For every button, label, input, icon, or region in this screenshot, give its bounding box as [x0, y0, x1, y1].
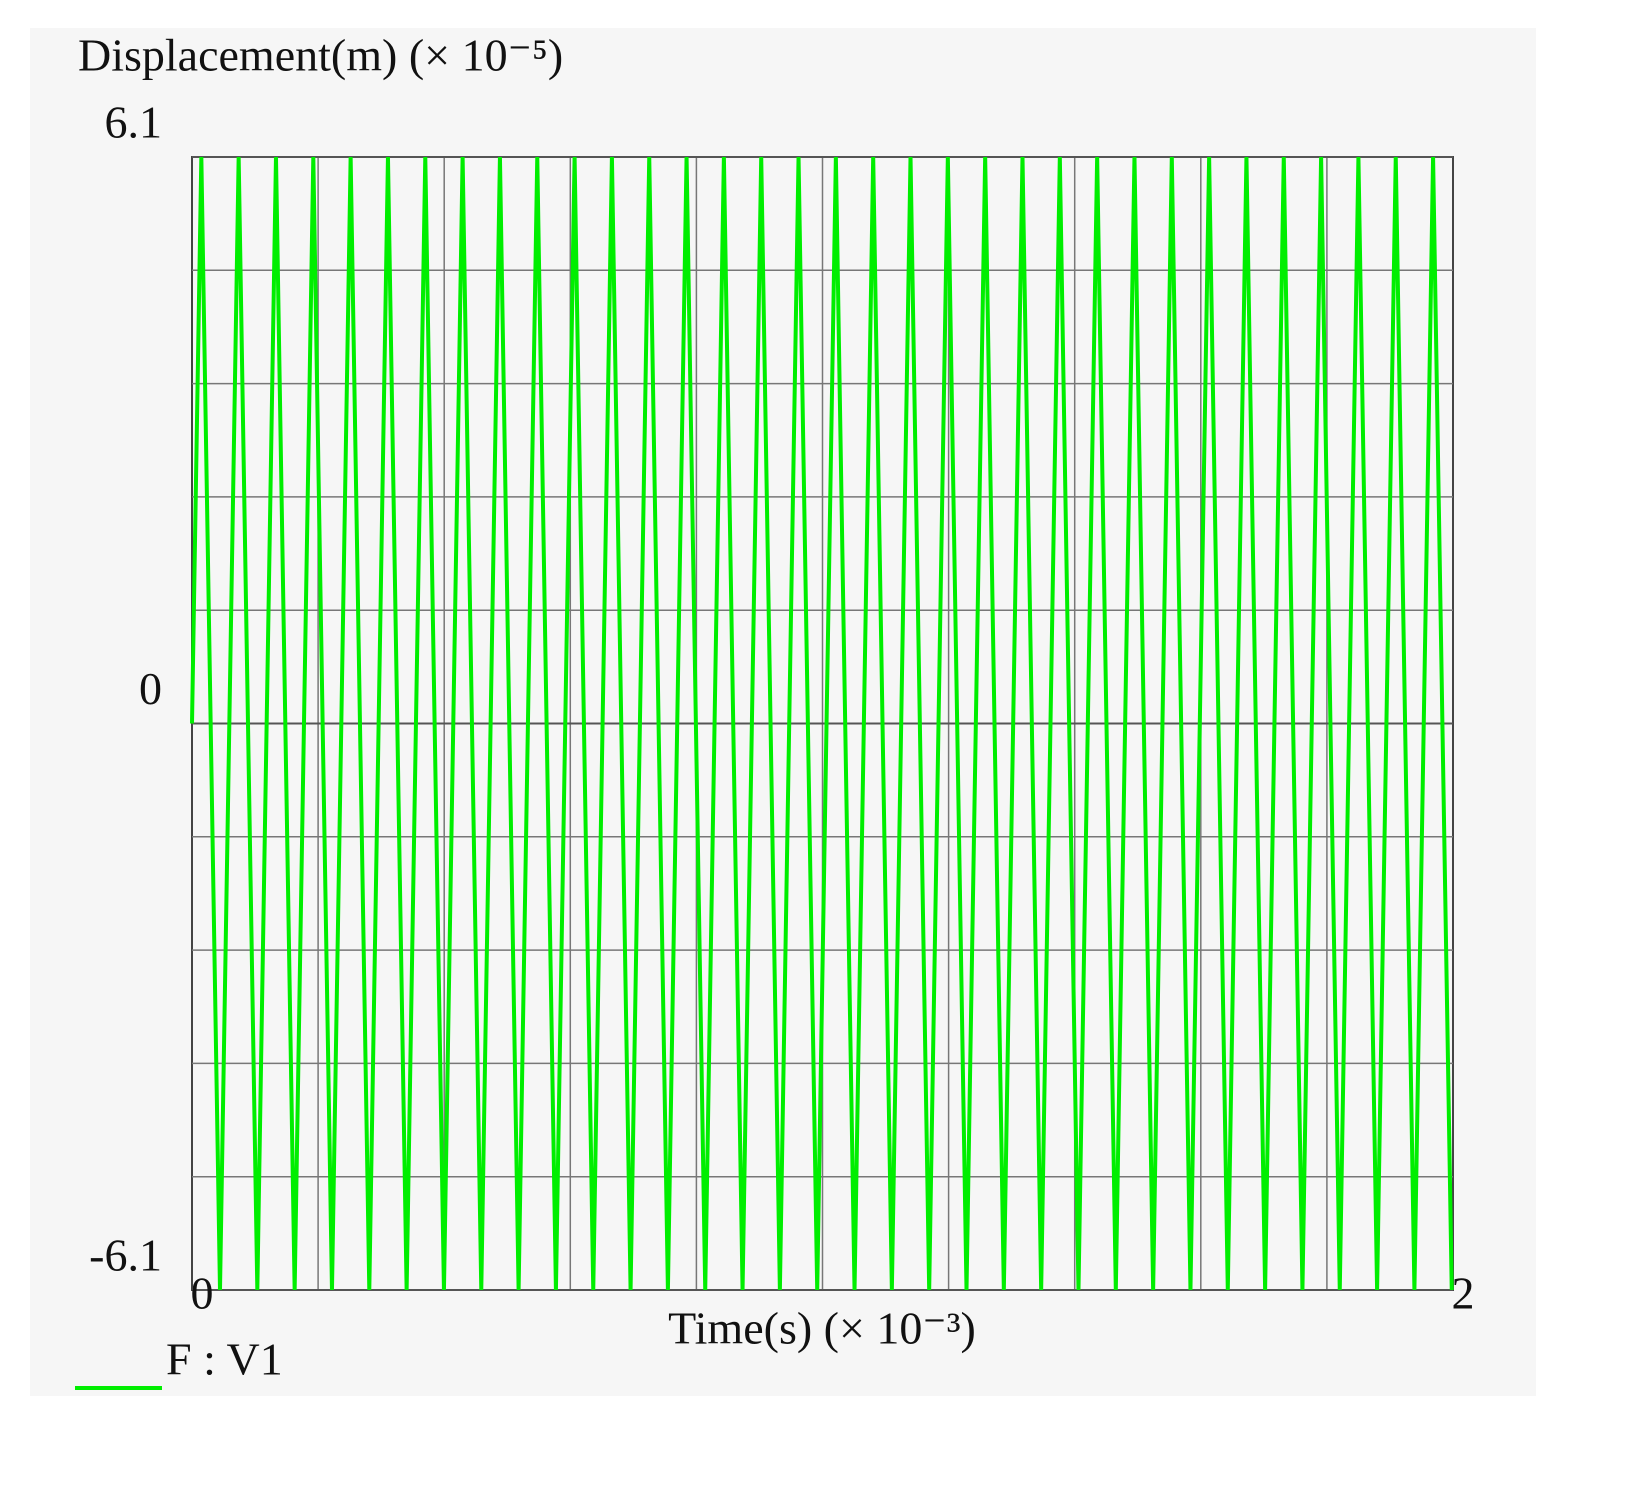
x-axis-label: Time(s) (× 10⁻³): [668, 1303, 976, 1354]
y-axis-label: Displacement(m) (× 10⁻⁵): [78, 30, 563, 81]
y-tick-label: 6.1: [105, 97, 163, 148]
y-tick-label: 0: [139, 663, 162, 714]
x-tick-label: 2: [1452, 1268, 1475, 1319]
line-series: [190, 156, 1454, 1291]
y-tick-label: -6.1: [89, 1230, 162, 1281]
legend-label: F : V1: [166, 1334, 283, 1385]
x-tick-label: 0: [191, 1268, 214, 1319]
